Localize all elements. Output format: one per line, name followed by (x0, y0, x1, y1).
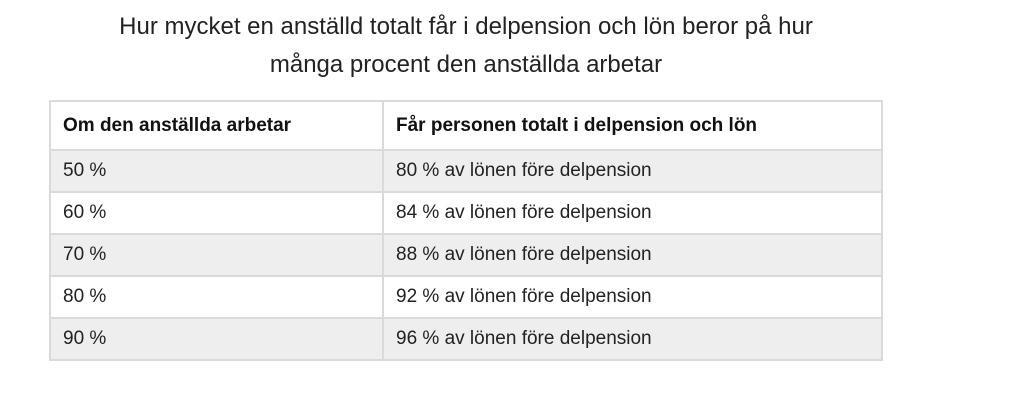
cell-work-percentage: 50 % (49, 149, 384, 193)
table-row: 90 % 96 % av lönen före delpension (49, 317, 883, 361)
caption-line-2: många procent den anställda arbetar (269, 51, 663, 78)
cell-total-pay: 96 % av lönen före delpension (382, 317, 883, 361)
table-row: 50 % 80 % av lönen före delpension (49, 149, 883, 193)
header-total-pay: Får personen totalt i delpension och lön (382, 100, 883, 151)
cell-work-percentage: 80 % (49, 275, 384, 319)
cell-total-pay: 92 % av lönen före delpension (382, 275, 883, 319)
cell-work-percentage: 70 % (49, 233, 384, 277)
table-row: 60 % 84 % av lönen före delpension (49, 191, 883, 235)
cell-work-percentage: 90 % (49, 317, 384, 361)
cell-work-percentage: 60 % (49, 191, 384, 235)
caption-line-1: Hur mycket en anställd totalt får i delp… (119, 13, 813, 40)
cell-total-pay: 88 % av lönen före delpension (382, 233, 883, 277)
table-header-row: Om den anställda arbetar Får personen to… (49, 100, 883, 151)
table-caption: Hur mycket en anställd totalt får i delp… (50, 8, 882, 84)
table-row: 80 % 92 % av lönen före delpension (49, 275, 883, 319)
cell-total-pay: 84 % av lönen före delpension (382, 191, 883, 235)
pension-table: Om den anställda arbetar Får personen to… (49, 100, 883, 361)
table-row: 70 % 88 % av lönen före delpension (49, 233, 883, 277)
header-work-percentage: Om den anställda arbetar (49, 100, 384, 151)
cell-total-pay: 80 % av lönen före delpension (382, 149, 883, 193)
